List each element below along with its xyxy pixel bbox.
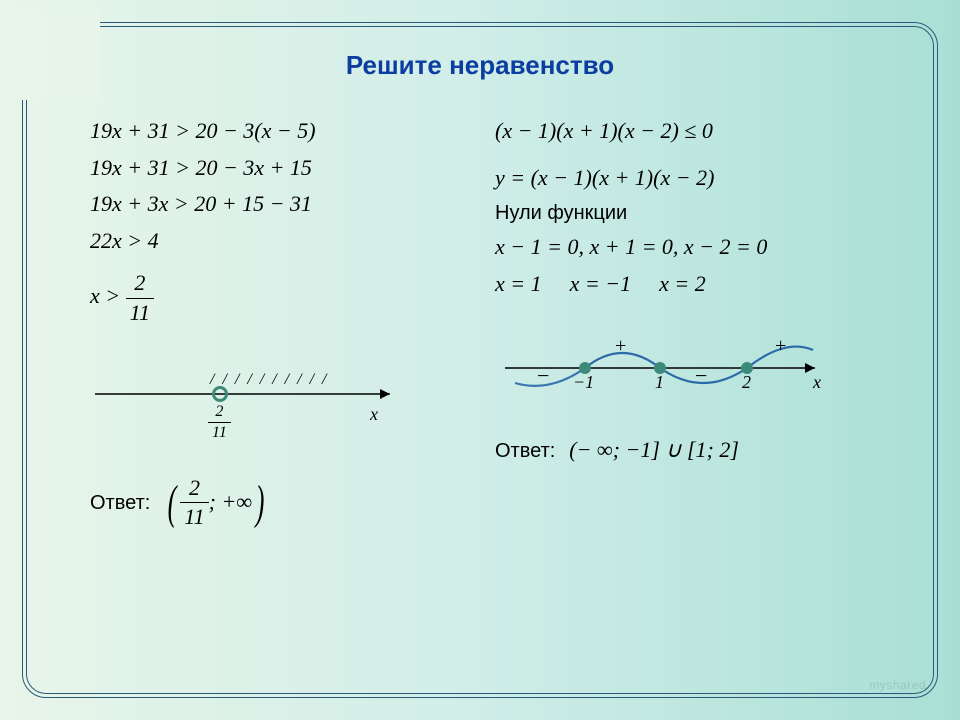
right-line-1: y = (x − 1)(x + 1)(x − 2): [495, 164, 870, 193]
axis-label-x-left: x: [370, 404, 378, 425]
zeros-label: Нули функции: [495, 202, 870, 225]
svg-text:2: 2: [742, 372, 751, 392]
ans-frac-num: 2: [180, 474, 208, 504]
root-2: x = 2: [659, 270, 706, 299]
final-frac-den: 11: [126, 299, 154, 328]
svg-text:+: +: [615, 335, 626, 357]
tick-frac-num: 2: [208, 402, 231, 424]
svg-text:+: +: [775, 335, 786, 357]
left-steps: 19x + 31 > 20 − 3(x − 5) 19x + 31 > 20 −…: [90, 117, 465, 328]
slide: . Решите неравенство 19x + 31 > 20 − 3(x…: [0, 0, 960, 720]
tick-frac-den: 11: [208, 423, 231, 444]
left-line-3: 22x > 4: [90, 227, 465, 256]
root-1: x = −1: [570, 270, 631, 299]
zero-equations: x − 1 = 0, x + 1 = 0, x − 2 = 0 x = 1 x …: [495, 233, 870, 298]
svg-text:1: 1: [655, 372, 664, 392]
answer-label-left: Ответ:: [90, 490, 150, 516]
left-line-2: 19x + 3x > 20 + 15 − 31: [90, 190, 465, 219]
sign-plot: −1 1 2 <— using foreignObject-like plain…: [495, 328, 870, 418]
left-line-1: 19x + 31 > 20 − 3x + 15: [90, 154, 465, 183]
ans-suffix: ; +∞: [209, 488, 252, 517]
right-answer: Ответ: (− ∞; −1] ∪ [1; 2]: [495, 436, 870, 465]
final-frac-num: 2: [126, 269, 154, 299]
hatch-marks: / / / / / / / / / /: [209, 371, 328, 388]
left-answer: Ответ: ( 2 11 ; +∞ ): [90, 474, 465, 532]
ans-frac-den: 11: [180, 503, 208, 532]
signplot-svg: −1 1 2 <— using foreignObject-like plain…: [495, 328, 835, 418]
answer-text-right: (− ∞; −1] ∪ [1; 2]: [569, 436, 739, 465]
roots-row: x = 1 x = −1 x = 2: [495, 270, 870, 299]
numberline-svg: / / / / / / / / / /: [90, 356, 410, 456]
left-line-0: 19x + 31 > 20 − 3(x − 5): [90, 117, 465, 146]
left-column: 19x + 31 > 20 − 3(x − 5) 19x + 31 > 20 −…: [90, 109, 465, 532]
svg-text:−: −: [537, 363, 549, 388]
final-frac: 2 11: [126, 269, 154, 327]
zero-eqs: x − 1 = 0, x + 1 = 0, x − 2 = 0: [495, 233, 870, 262]
answer-label-right: Ответ:: [495, 438, 555, 464]
number-line-left: / / / / / / / / / / 2 11 x: [90, 356, 465, 456]
watermark: myshared: [869, 678, 926, 692]
root-0: x = 1: [495, 270, 542, 299]
content-columns: 19x + 31 > 20 − 3(x − 5) 19x + 31 > 20 −…: [50, 109, 910, 532]
svg-text:x: x: [812, 372, 821, 392]
right-column: (x − 1)(x + 1)(x − 2) ≤ 0 y = (x − 1)(x …: [495, 109, 870, 532]
svg-text:−: −: [695, 363, 707, 388]
left-final-ineq: x > 2 11: [90, 269, 465, 327]
svg-text:−1: −1: [573, 372, 594, 392]
ineq-prefix: x >: [90, 284, 120, 309]
answer-interval-left: ( 2 11 ; +∞ ): [164, 474, 268, 532]
ans-frac: 2 11: [180, 474, 208, 532]
page-title: Решите неравенство: [50, 50, 910, 81]
frame-corner-gap: [10, 10, 100, 100]
right-steps: (x − 1)(x + 1)(x − 2) ≤ 0 y = (x − 1)(x …: [495, 117, 870, 192]
tick-frac: 2 11: [208, 402, 231, 445]
right-line-0: (x − 1)(x + 1)(x − 2) ≤ 0: [495, 117, 870, 146]
